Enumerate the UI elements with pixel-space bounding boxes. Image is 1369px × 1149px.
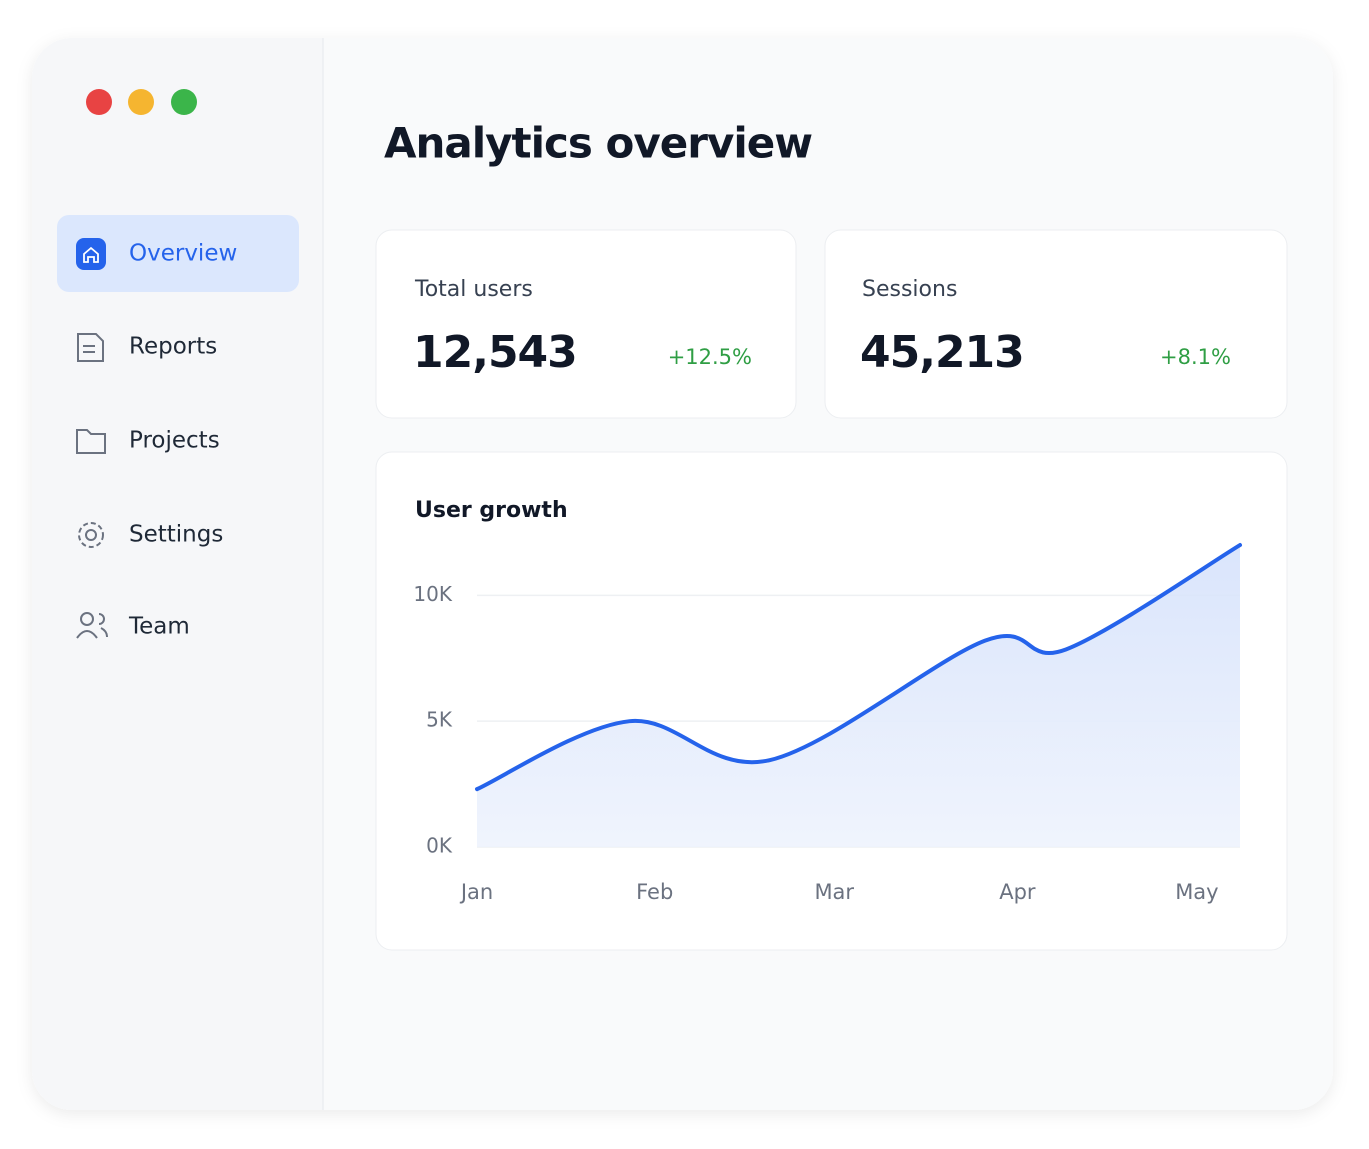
x-tick-label: Jan: [459, 880, 493, 904]
nav-item[interactable]: Settings: [78, 522, 223, 548]
team-icon-body: [76, 613, 108, 639]
stat-change: +8.1%: [1160, 345, 1231, 369]
y-tick-label: 0K: [426, 834, 453, 858]
x-tick-label: Mar: [814, 880, 854, 904]
y-tick-label: 10K: [413, 582, 452, 606]
stat-card: [824, 229, 1288, 419]
overview-icon-glyph: [83, 246, 99, 263]
stat-change: +12.5%: [668, 345, 752, 369]
nav-item[interactable]: Reports: [77, 333, 217, 362]
area: [477, 545, 1240, 847]
minimize-button[interactable]: [128, 89, 154, 115]
close-button[interactable]: [86, 89, 112, 115]
team-icon: [80, 612, 94, 626]
stat-value: 12,543: [413, 327, 577, 378]
reports-icon: [77, 333, 104, 362]
nav-item[interactable]: Projects: [76, 428, 220, 454]
nav-label: Reports: [129, 334, 217, 360]
sidebar: [32, 38, 323, 1110]
nav-label: Settings: [129, 522, 223, 548]
nav-active-bg: [57, 215, 299, 292]
nav-item[interactable]: Overview: [57, 215, 299, 292]
projects-icon: [76, 429, 106, 454]
x-tick-label: Feb: [636, 880, 673, 904]
nav-label: Projects: [129, 428, 220, 454]
stat-label: Sessions: [862, 277, 957, 302]
x-tick-label: Apr: [999, 880, 1036, 904]
chart-title: User growth: [415, 498, 568, 523]
nav-label: Team: [128, 614, 190, 640]
maximize-button[interactable]: [171, 89, 197, 115]
page-title: Analytics overview: [384, 119, 812, 168]
nav-label: Overview: [129, 241, 237, 267]
plot: 0K 5K 10K Jan Feb Mar Apr May: [413, 543, 1242, 904]
y-tick-label: 5K: [426, 708, 453, 732]
stat-card: [375, 229, 797, 419]
nav-item[interactable]: Team: [76, 612, 190, 640]
x-tick-label: May: [1175, 880, 1218, 904]
settings-icon-core: [85, 529, 97, 541]
line: [475, 543, 1242, 792]
stat-value: 45,213: [860, 327, 1024, 378]
settings-icon: [78, 522, 104, 548]
overview-icon: [76, 238, 106, 270]
stat-label: Total users: [414, 277, 533, 302]
